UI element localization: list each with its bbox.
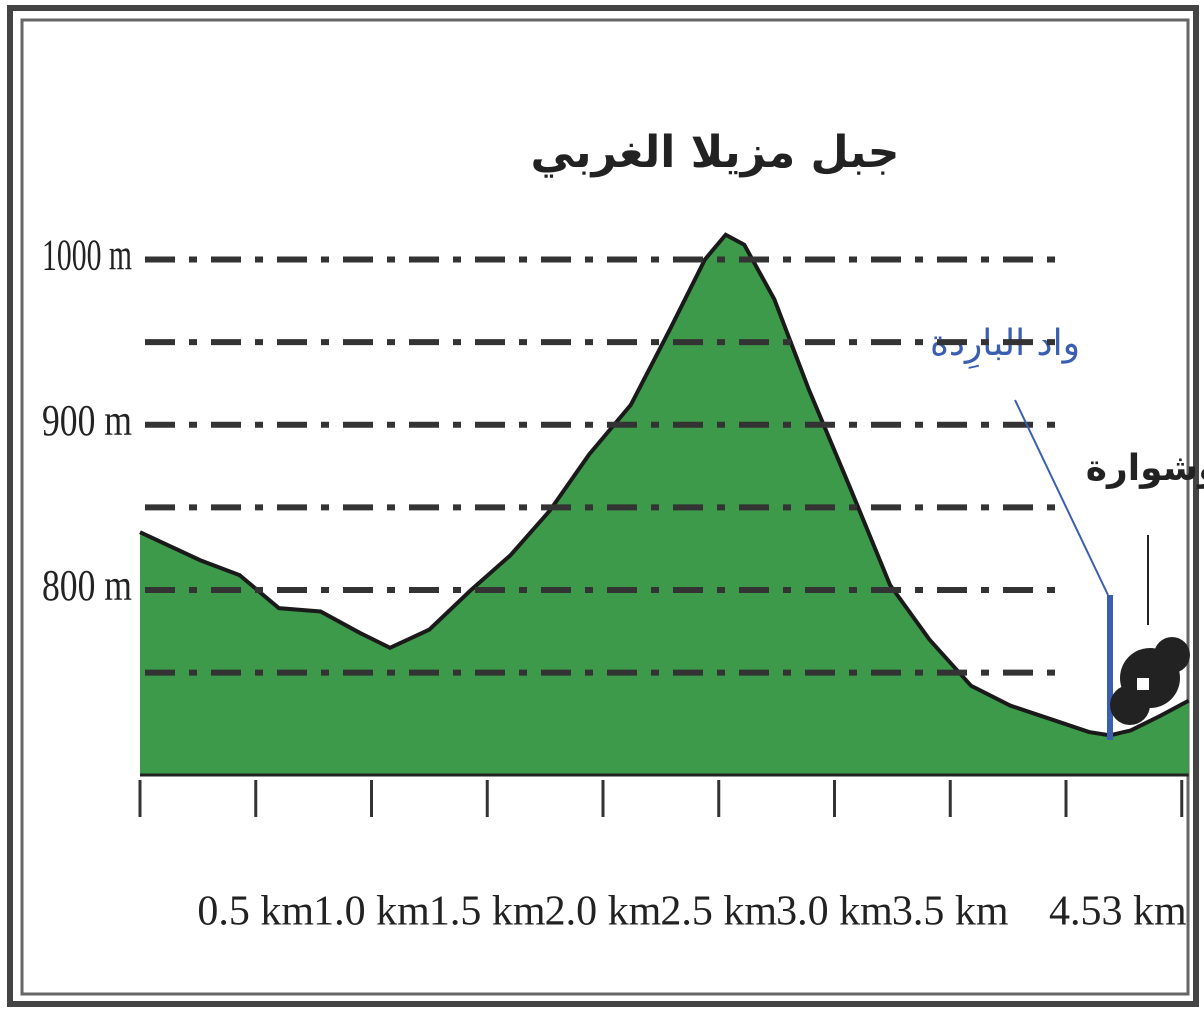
x-tick-label: 3.5 km [892, 889, 1009, 935]
x-tick-label: 2.0 km [545, 889, 662, 935]
y-tick-label: 900 m [42, 396, 132, 445]
y-tick-label: 800 m [42, 561, 132, 610]
x-tick-label: 4.53 km [1049, 889, 1187, 935]
river-label: واد البارِدة [930, 323, 1080, 369]
village-icon [1137, 678, 1149, 690]
x-tick-label: 2.5 km [660, 889, 777, 935]
river-leader [1015, 400, 1108, 595]
x-tick-label: 1.0 km [313, 889, 430, 935]
village-label: بوشوارة [1086, 448, 1204, 489]
village-icon [1154, 637, 1190, 673]
x-tick-label: 1.5 km [429, 889, 546, 935]
x-tick-label: 3.0 km [776, 889, 893, 935]
village-icon [1110, 685, 1150, 725]
chart-title: جبل مزيلا الغربي [531, 127, 900, 178]
x-tick-label: 0.5 km [197, 889, 314, 935]
chart: جبل مزيلا الغربي واد البارِدة بوشوارة 10… [0, 0, 1204, 1011]
y-tick-label: 1000 m [42, 231, 132, 280]
